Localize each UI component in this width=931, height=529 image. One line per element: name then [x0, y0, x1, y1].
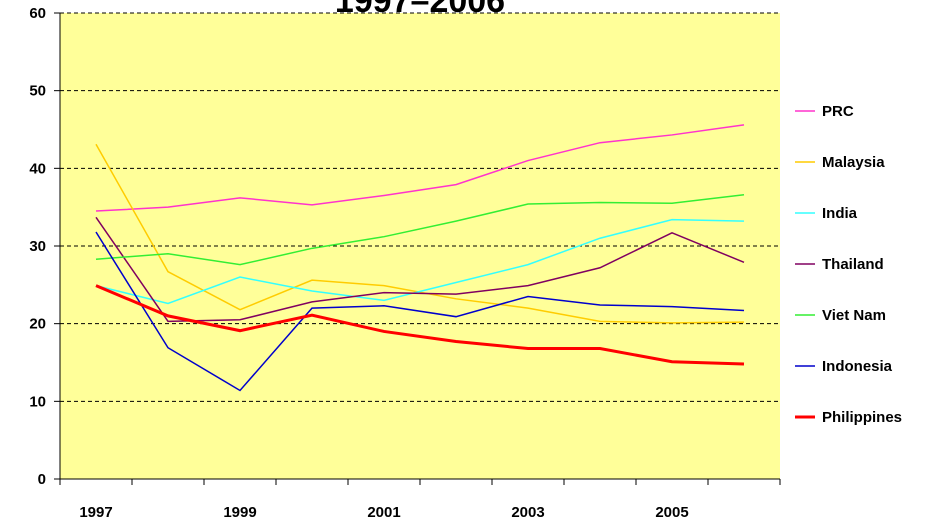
y-tick-label: 0	[38, 471, 46, 488]
x-tick-label: 2003	[511, 504, 544, 521]
x-tick-label: 2001	[367, 504, 400, 521]
legend-label: PRC	[822, 103, 854, 120]
series-line	[95, 284, 745, 366]
series-line	[95, 218, 745, 305]
legend-label: India	[822, 205, 858, 222]
legend-label: Viet Nam	[822, 307, 886, 324]
y-tick-label: 20	[29, 316, 46, 333]
y-tick-label: 50	[29, 83, 46, 100]
y-tick-label: 30	[29, 238, 46, 255]
x-tick-label: 1997	[79, 504, 112, 521]
chart-title: 1997–2006	[335, 0, 505, 20]
y-tick-label: 60	[29, 5, 46, 22]
x-tick-label: 2005	[655, 504, 688, 521]
legend-label: Thailand	[822, 256, 884, 273]
y-tick-label: 10	[29, 393, 46, 410]
legend-label: Philippines	[822, 409, 902, 426]
series-line	[95, 231, 745, 392]
y-tick-label: 40	[29, 160, 46, 177]
series-line	[95, 216, 745, 323]
legend-label: Indonesia	[822, 358, 893, 375]
series-line	[95, 193, 745, 266]
x-tick-label: 1999	[223, 504, 256, 521]
series-line	[95, 124, 745, 212]
legend-label: Malaysia	[822, 154, 885, 171]
